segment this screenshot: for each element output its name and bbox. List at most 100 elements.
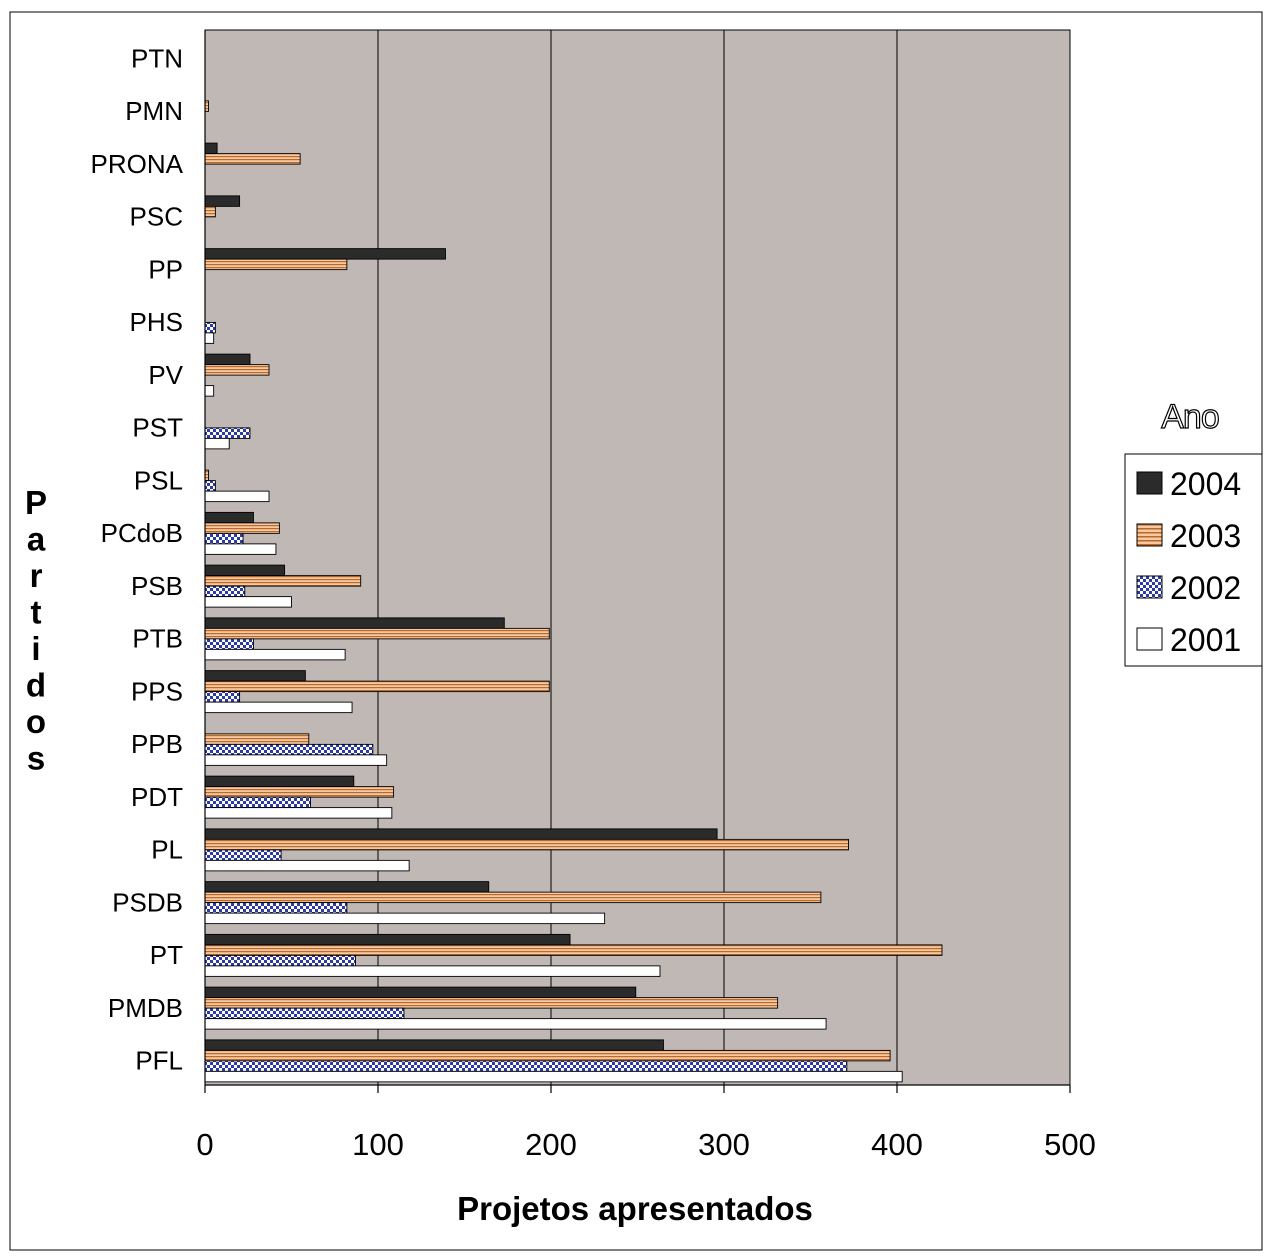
- category-label: PL: [151, 835, 183, 865]
- bar-2002: [204, 638, 254, 650]
- x-axis-title: Projetos apresentados: [457, 1190, 813, 1227]
- bar-2003: [204, 153, 301, 165]
- bar-2002: [204, 321, 216, 334]
- bar-2001: [204, 701, 353, 714]
- bar-2003: [204, 522, 280, 534]
- bar-2003: [204, 364, 270, 376]
- category-label: PSDB: [112, 887, 183, 917]
- category-label: PSL: [134, 465, 183, 495]
- bar-2002: [204, 902, 348, 914]
- category-label: PHS: [130, 307, 183, 337]
- bar-2002: [204, 532, 244, 545]
- y-axis-title-letter: a: [27, 521, 46, 558]
- category-label: PTN: [131, 43, 183, 73]
- bar-2002: [204, 1060, 848, 1072]
- bar-2003: [204, 838, 850, 851]
- bar-2003: [204, 680, 550, 693]
- legend-swatch-2003: [1136, 523, 1163, 547]
- bar-2004: [204, 670, 306, 682]
- category-label: PPS: [131, 676, 183, 706]
- bars: [204, 100, 943, 1083]
- plot-area: [204, 29, 1071, 1086]
- category-label: PV: [148, 360, 183, 390]
- bar-2003: [204, 627, 550, 640]
- bar-2001: [204, 332, 215, 344]
- bar-2004: [204, 353, 251, 366]
- bar-2002: [204, 585, 246, 598]
- axes: [204, 30, 1071, 1093]
- category-label: PT: [150, 940, 183, 970]
- legend-label: 2001: [1170, 622, 1241, 658]
- category-label: PTB: [132, 624, 183, 654]
- x-tick-label: 200: [525, 1127, 577, 1162]
- bar-2003: [204, 997, 779, 1009]
- y-axis-title-letter: d: [26, 667, 46, 704]
- bar-2002: [204, 796, 311, 809]
- y-axis-title-letter: r: [30, 557, 43, 594]
- bar-2003: [204, 786, 395, 798]
- y-axis-title-letter: i: [31, 630, 40, 667]
- bar-2003: [204, 891, 822, 904]
- category-label: PCdoB: [101, 518, 183, 548]
- bar-2004: [204, 564, 286, 577]
- category-labels: PTN PMN PRONA PSC PP PHS PV PST PSL PCdoB PSB PTB PP…: [91, 43, 184, 1075]
- y-axis-title-letter: t: [31, 594, 42, 631]
- bar-2004: [204, 828, 718, 840]
- bar-2001: [204, 385, 215, 397]
- category-label: PMN: [125, 96, 183, 126]
- grid-lines: [377, 30, 898, 1085]
- bar-2002: [204, 743, 374, 756]
- bar-2001: [204, 912, 606, 925]
- bar-2001: [204, 859, 410, 872]
- bar-2001: [204, 965, 661, 977]
- y-axis-title-letter: s: [27, 740, 45, 777]
- legend: Ano 2004 2003 2002 2001: [1124, 397, 1263, 667]
- y-axis-title-letter: P: [25, 484, 47, 521]
- bar-2002: [204, 427, 251, 439]
- category-label: PSB: [131, 571, 183, 601]
- legend-label: 2004: [1170, 466, 1241, 502]
- x-tick-label: 0: [196, 1127, 213, 1162]
- bar-2003: [204, 205, 216, 218]
- legend-swatch-2004: [1136, 471, 1163, 495]
- category-label: PDT: [131, 782, 183, 812]
- bar-2001: [204, 1070, 903, 1083]
- bar-2004: [204, 775, 355, 788]
- bar-2001: [204, 807, 393, 819]
- legend-label: 2003: [1170, 518, 1241, 554]
- x-tick-label: 500: [1044, 1127, 1096, 1162]
- bar-2001: [204, 1018, 827, 1030]
- bar-2001: [204, 754, 388, 766]
- category-label: PSC: [130, 202, 183, 232]
- bar-2004: [204, 933, 571, 946]
- bar-2001: [204, 437, 230, 450]
- bar-2004: [204, 617, 505, 629]
- bar-2002: [204, 954, 356, 967]
- bar-2002: [204, 691, 241, 703]
- bar-2004: [204, 195, 241, 207]
- category-label: PRONA: [91, 149, 184, 179]
- category-label: PMDB: [108, 993, 183, 1023]
- legend-swatch-2002: [1136, 575, 1163, 599]
- category-label: PPB: [131, 729, 183, 759]
- category-label: PP: [148, 254, 183, 284]
- bar-2004: [204, 142, 218, 155]
- x-tick-label: 100: [352, 1127, 404, 1162]
- category-label: PST: [132, 413, 183, 443]
- x-tick-label: 400: [871, 1127, 923, 1162]
- bar-2003: [204, 733, 310, 745]
- bar-2004: [204, 248, 446, 260]
- x-tick-labels: 0 100 200 300 400 500: [196, 1127, 1095, 1162]
- bar-2003: [204, 258, 348, 271]
- bar-2002: [204, 1007, 405, 1020]
- bar-2001: [204, 648, 346, 661]
- legend-label: 2002: [1170, 570, 1241, 606]
- bar-2004: [204, 986, 637, 999]
- bar-2003: [204, 575, 362, 587]
- bar-2004: [204, 1039, 664, 1051]
- bar-2004: [204, 881, 490, 893]
- x-tick-label: 300: [698, 1127, 750, 1162]
